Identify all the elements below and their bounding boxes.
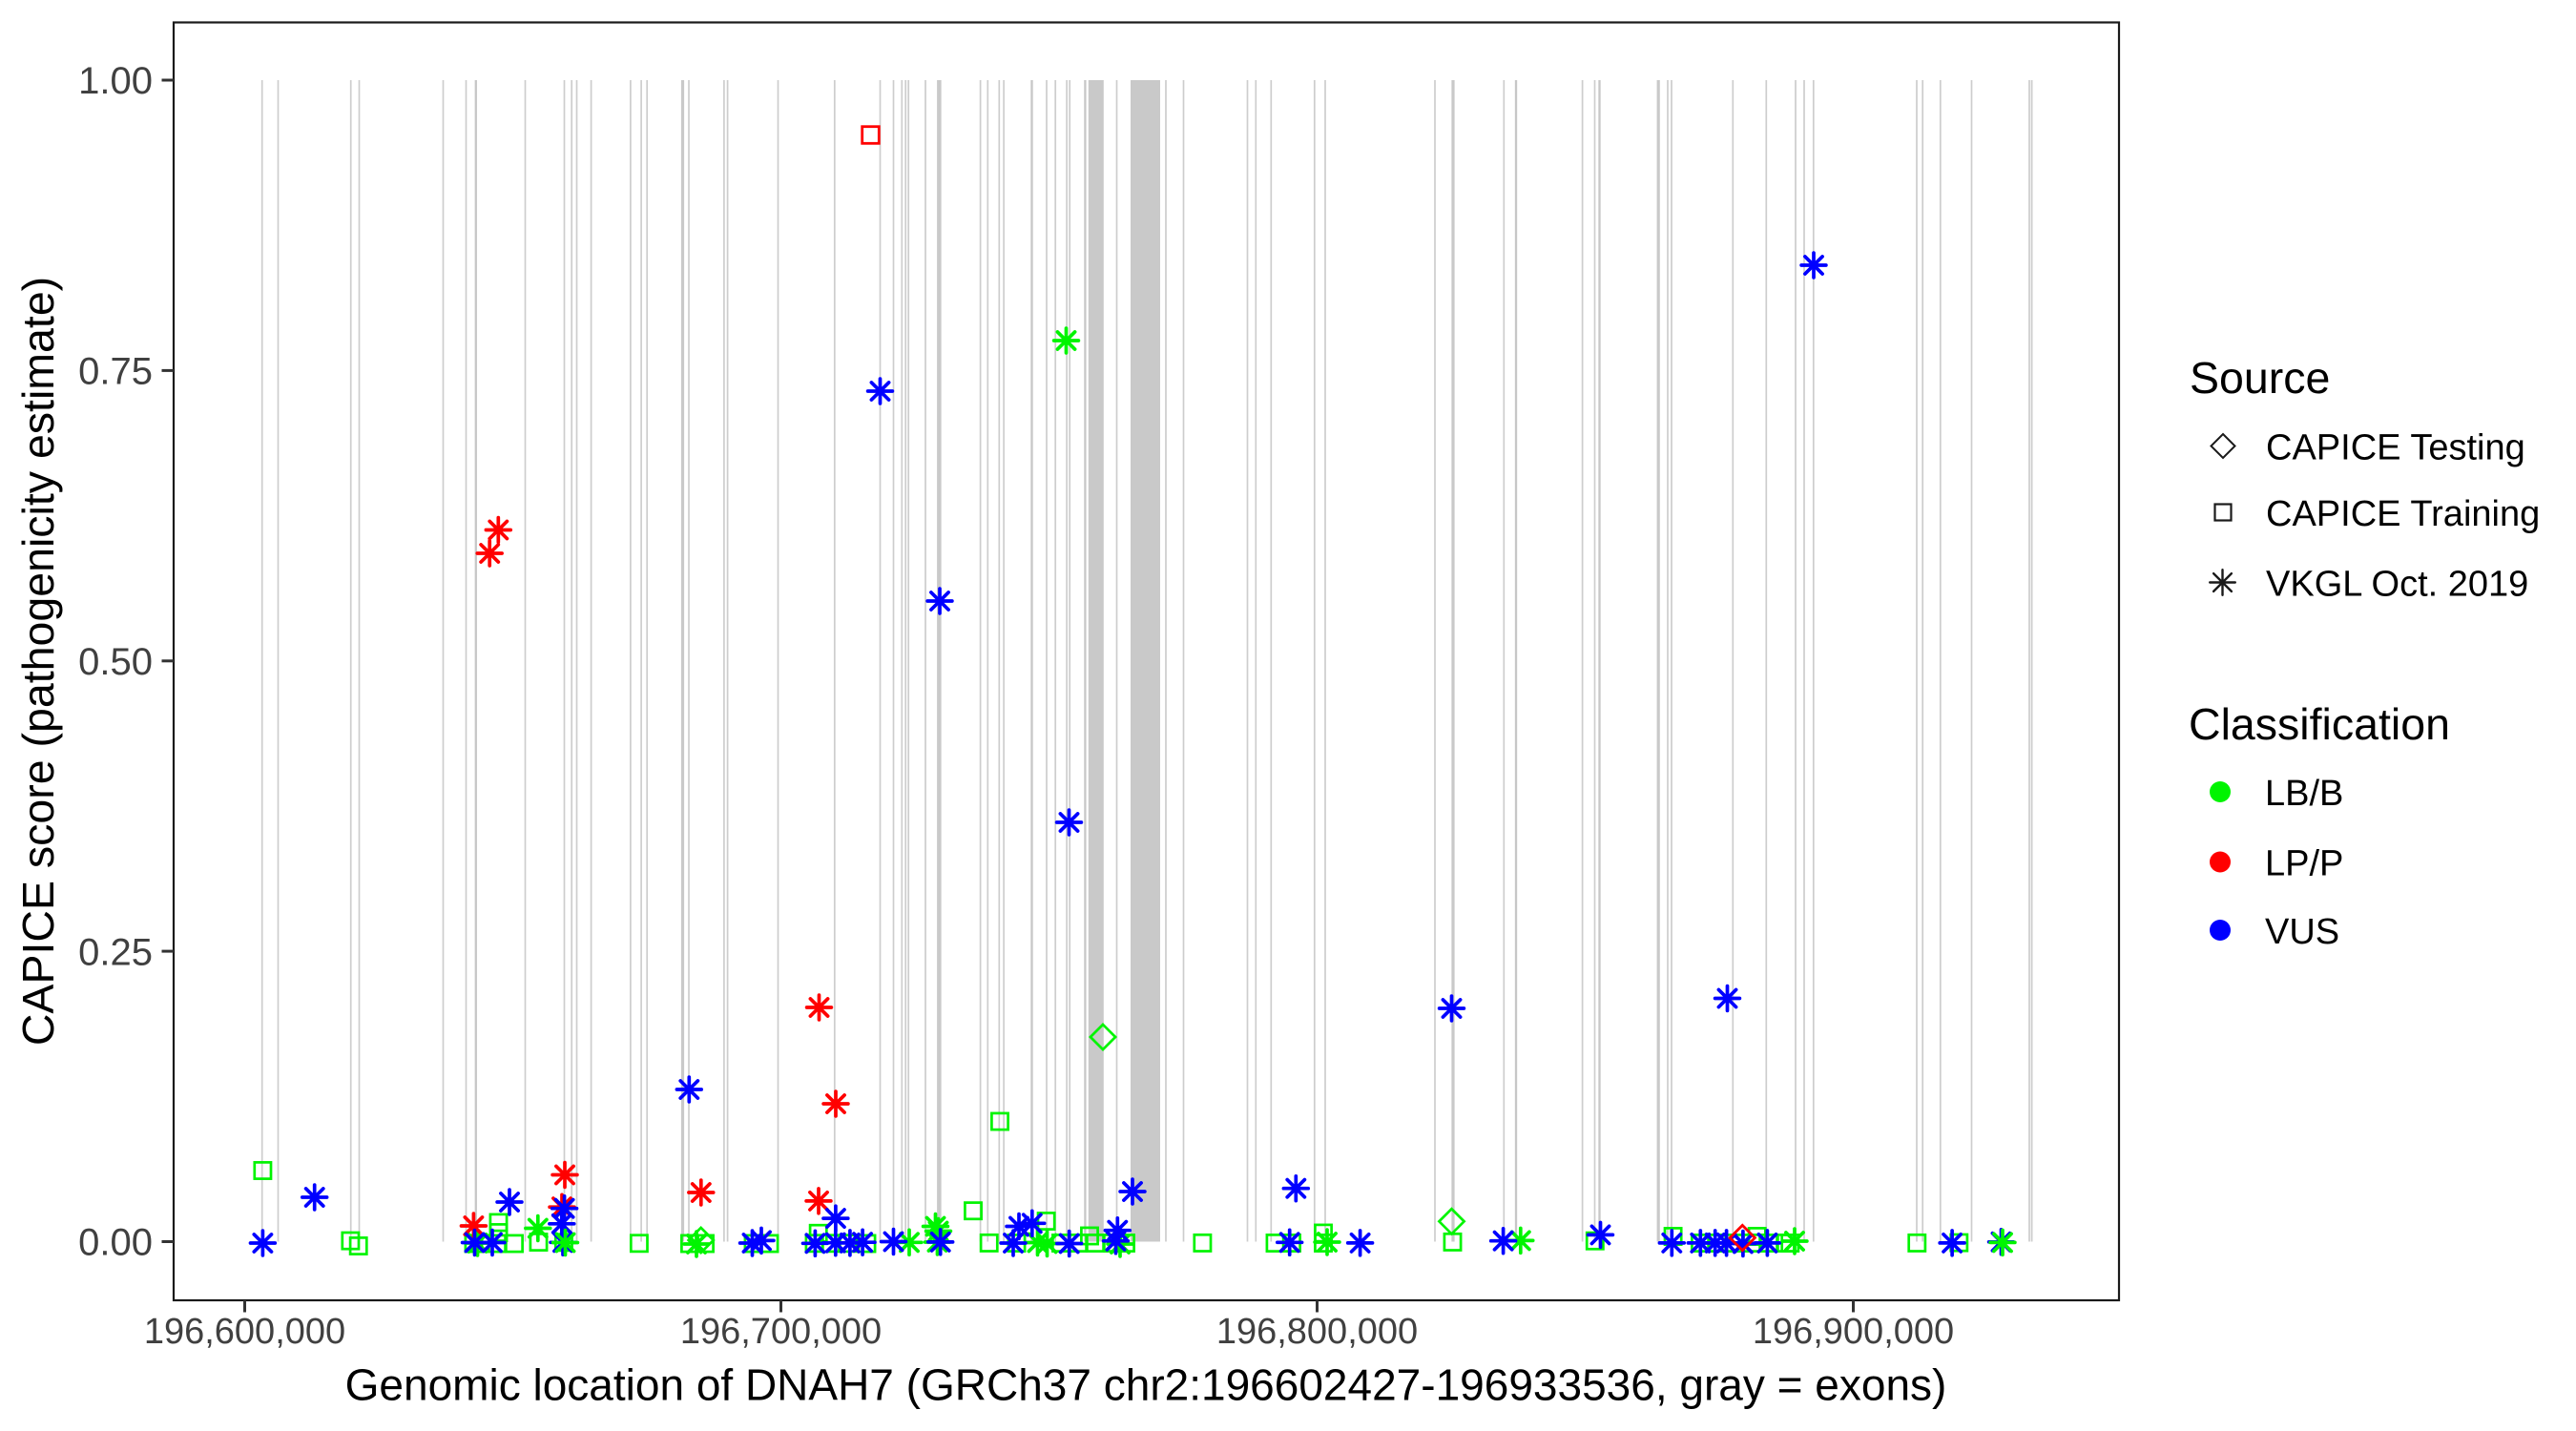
svg-text:Source: Source — [2190, 353, 2330, 403]
svg-text:Classification: Classification — [2189, 699, 2450, 749]
svg-text:0.75: 0.75 — [78, 351, 153, 393]
svg-text:196,900,000: 196,900,000 — [1753, 1312, 1954, 1352]
svg-text:1.00: 1.00 — [78, 60, 153, 102]
svg-text:Genomic location of DNAH7 (GRC: Genomic location of DNAH7 (GRCh37 chr2:1… — [345, 1360, 1947, 1410]
svg-text:LB/B: LB/B — [2265, 774, 2343, 814]
svg-text:196,600,000: 196,600,000 — [144, 1312, 345, 1352]
svg-text:0.50: 0.50 — [78, 641, 153, 683]
svg-text:VKGL Oct. 2019: VKGL Oct. 2019 — [2266, 565, 2528, 605]
svg-text:VUS: VUS — [2265, 912, 2339, 952]
svg-text:CAPICE Testing: CAPICE Testing — [2266, 428, 2525, 468]
svg-text:CAPICE score (pathogenicity es: CAPICE score (pathogenicity estimate) — [13, 277, 63, 1046]
svg-text:0.25: 0.25 — [78, 931, 153, 973]
svg-text:CAPICE Training: CAPICE Training — [2266, 494, 2540, 534]
svg-text:LP/P: LP/P — [2265, 844, 2343, 884]
svg-text:196,800,000: 196,800,000 — [1216, 1312, 1418, 1352]
svg-text:196,700,000: 196,700,000 — [680, 1312, 882, 1352]
svg-text:0.00: 0.00 — [78, 1222, 153, 1264]
